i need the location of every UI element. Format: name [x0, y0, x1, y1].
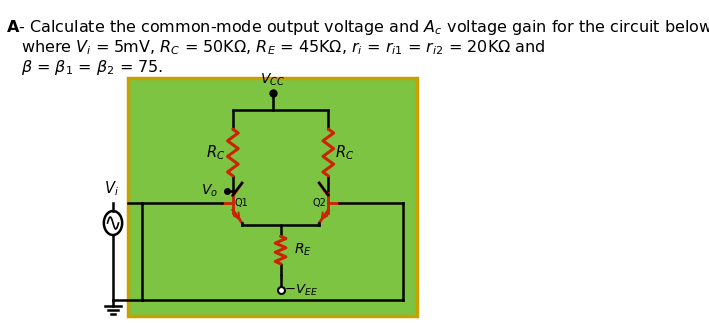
Text: $R_C$: $R_C$	[206, 143, 225, 162]
Text: $V_o$: $V_o$	[201, 183, 218, 199]
Text: Q1: Q1	[235, 198, 248, 208]
Text: $\beta$ = $\beta_1$ = $\beta_2$ = 75.: $\beta$ = $\beta_1$ = $\beta_2$ = 75.	[21, 58, 164, 77]
Text: $V_i$: $V_i$	[104, 179, 119, 198]
FancyBboxPatch shape	[128, 78, 417, 316]
Text: $V_{CC}$: $V_{CC}$	[260, 72, 285, 88]
Text: $-V_{EE}$: $-V_{EE}$	[284, 282, 318, 297]
Text: where $V_i$ = 5mV, $R_C$ = 50K$\Omega$, $R_E$ = 45K$\Omega$, $r_i$ = $r_{i1}$ = : where $V_i$ = 5mV, $R_C$ = 50K$\Omega$, …	[21, 38, 546, 57]
Text: Q2: Q2	[313, 198, 327, 208]
Text: $\mathbf{A\text{-}}$ Calculate the common-mode output voltage and $A_c$ voltage : $\mathbf{A\text{-}}$ Calculate the commo…	[6, 18, 709, 37]
Text: $R_E$: $R_E$	[294, 242, 312, 258]
Text: $R_C$: $R_C$	[335, 143, 354, 162]
